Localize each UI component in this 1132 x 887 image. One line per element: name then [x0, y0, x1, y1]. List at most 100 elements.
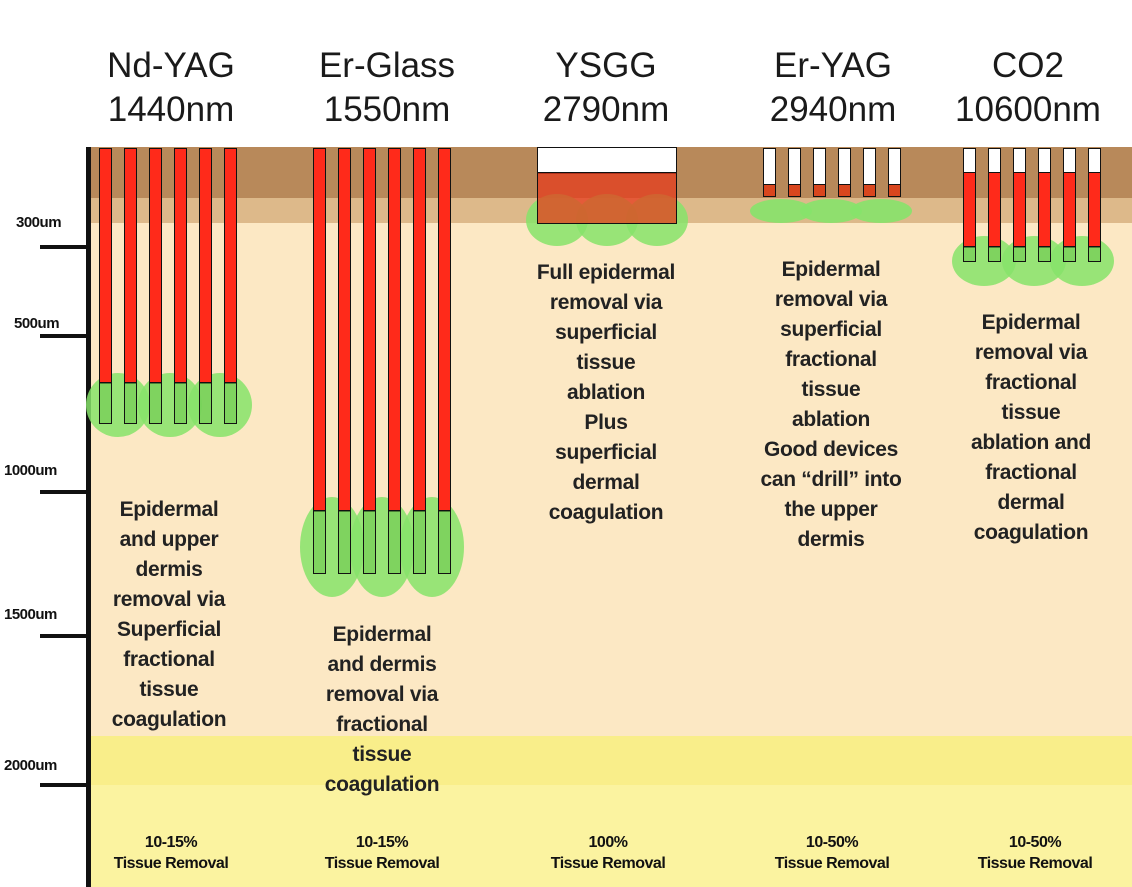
description-line: and dermis [327, 653, 437, 676]
laser-wavelength: 2940nm [769, 90, 897, 129]
er-glass-ablation-column [438, 148, 451, 512]
description-line: Good devices [763, 438, 899, 461]
er-yag-removal: 10-50% Tissue Removal [747, 832, 917, 874]
laser-wavelength: 1550nm [323, 90, 451, 129]
depth-axis [86, 147, 91, 887]
nd-yag-title: Nd-YAG 1440nm [71, 44, 271, 132]
ysgg-description: Full epidermal removal via superficial t… [521, 258, 691, 528]
er-glass-coag-tip [338, 510, 351, 574]
ysgg-ablated-area [537, 147, 677, 174]
depth-label-1500um: 1500um [4, 606, 57, 623]
description-line: coagulation [548, 501, 664, 524]
co2-coag-tip [963, 246, 976, 262]
description-line: dermis [135, 558, 203, 581]
description-line: ablation [566, 381, 646, 404]
description-line: removal via [325, 683, 439, 706]
er-glass-description: Epidermal and dermis removal via fractio… [297, 620, 467, 800]
description-line: and upper [119, 528, 219, 551]
er-glass-coagulation-zone [400, 497, 464, 597]
nd-yag-ablation-column [174, 148, 187, 384]
description-line: fractional [985, 371, 1077, 394]
co2-ablation-column [1013, 172, 1026, 248]
removal-label: Tissue Removal [550, 855, 666, 872]
description-line: Epidermal [981, 311, 1081, 334]
er-yag-ablation-tip [888, 184, 901, 197]
depth-label-1000um: 1000um [4, 462, 57, 479]
nd-yag-coagulation-zone [188, 373, 252, 437]
description-line: removal via [112, 588, 226, 611]
nd-yag-coag-tip [99, 382, 112, 424]
description-line: dermal [572, 471, 640, 494]
er-glass-ablation-column [388, 148, 401, 512]
depth-tick [40, 783, 90, 787]
depth-tick [40, 634, 90, 638]
nd-yag-removal: 10-15% Tissue Removal [86, 832, 256, 874]
description-line: tissue [352, 743, 412, 766]
description-line: superficial [555, 441, 657, 464]
co2-column-top [963, 148, 976, 174]
description-line: Epidermal [119, 498, 219, 521]
nd-yag-ablation-column [224, 148, 237, 384]
nd-yag-description: Epidermal and upper dermis removal via S… [84, 495, 254, 735]
description-line: fractional [123, 648, 215, 671]
description-line: removal via [549, 291, 663, 314]
co2-coag-tip [1013, 246, 1026, 262]
er-glass-removal: 10-15% Tissue Removal [297, 832, 467, 874]
er-yag-description: Epidermal removal via superficial fracti… [746, 255, 916, 555]
description-line: coagulation [111, 708, 227, 731]
subcutis-layer [88, 785, 1132, 887]
co2-ablation-column [1038, 172, 1051, 248]
er-yag-column [763, 148, 776, 186]
depth-label-500um: 500um [14, 315, 60, 332]
laser-name: YSGG [555, 46, 657, 85]
depth-tick [40, 490, 90, 494]
description-line: dermal [997, 491, 1065, 514]
co2-coagulation-zone [1050, 236, 1114, 286]
er-yag-column [813, 148, 826, 186]
description-line: the upper [784, 498, 878, 521]
co2-ablation-column [988, 172, 1001, 248]
description-line: Full epidermal [536, 261, 676, 284]
removal-percent: 10-15% [144, 834, 198, 851]
co2-column-top [1063, 148, 1076, 174]
co2-ablation-column [1063, 172, 1076, 248]
laser-wavelength: 2790nm [542, 90, 670, 129]
description-line: can “drill” into [760, 468, 902, 491]
co2-ablation-column [1088, 172, 1101, 248]
depth-label-2000um: 2000um [4, 757, 57, 774]
description-line: fractional [336, 713, 428, 736]
er-yag-column [863, 148, 876, 186]
removal-label: Tissue Removal [324, 855, 440, 872]
nd-yag-coag-tip [174, 382, 187, 424]
depth-tick [40, 245, 90, 249]
laser-name: Nd-YAG [107, 46, 235, 85]
description-line: fractional [985, 461, 1077, 484]
description-line: removal via [774, 288, 888, 311]
description-line: dermis [797, 528, 865, 551]
er-yag-column [888, 148, 901, 186]
depth-tick [40, 334, 90, 338]
er-yag-column [838, 148, 851, 186]
deep-dermis-layer [88, 736, 1132, 785]
description-line: coagulation [973, 521, 1089, 544]
description-line: tissue [576, 351, 636, 374]
description-line: tissue [139, 678, 199, 701]
description-line: superficial [780, 318, 882, 341]
description-line: removal via [974, 341, 1088, 364]
laser-name: Er-Glass [318, 46, 456, 85]
description-line: Plus [584, 411, 628, 434]
depth-label-300um: 300um [16, 214, 62, 231]
co2-coag-tip [1038, 246, 1051, 262]
description-line: ablation and [970, 431, 1092, 454]
er-glass-ablation-column [413, 148, 426, 512]
er-glass-ablation-column [363, 148, 376, 512]
description-line: Epidermal [781, 258, 881, 281]
co2-column-top [988, 148, 1001, 174]
er-yag-ablation-tip [863, 184, 876, 197]
removal-percent: 10-15% [355, 834, 409, 851]
er-yag-ablation-tip [788, 184, 801, 197]
co2-coag-tip [988, 246, 1001, 262]
co2-removal: 10-50% Tissue Removal [950, 832, 1120, 874]
er-glass-title: Er-Glass 1550nm [287, 44, 487, 132]
removal-percent: 100% [588, 834, 628, 851]
